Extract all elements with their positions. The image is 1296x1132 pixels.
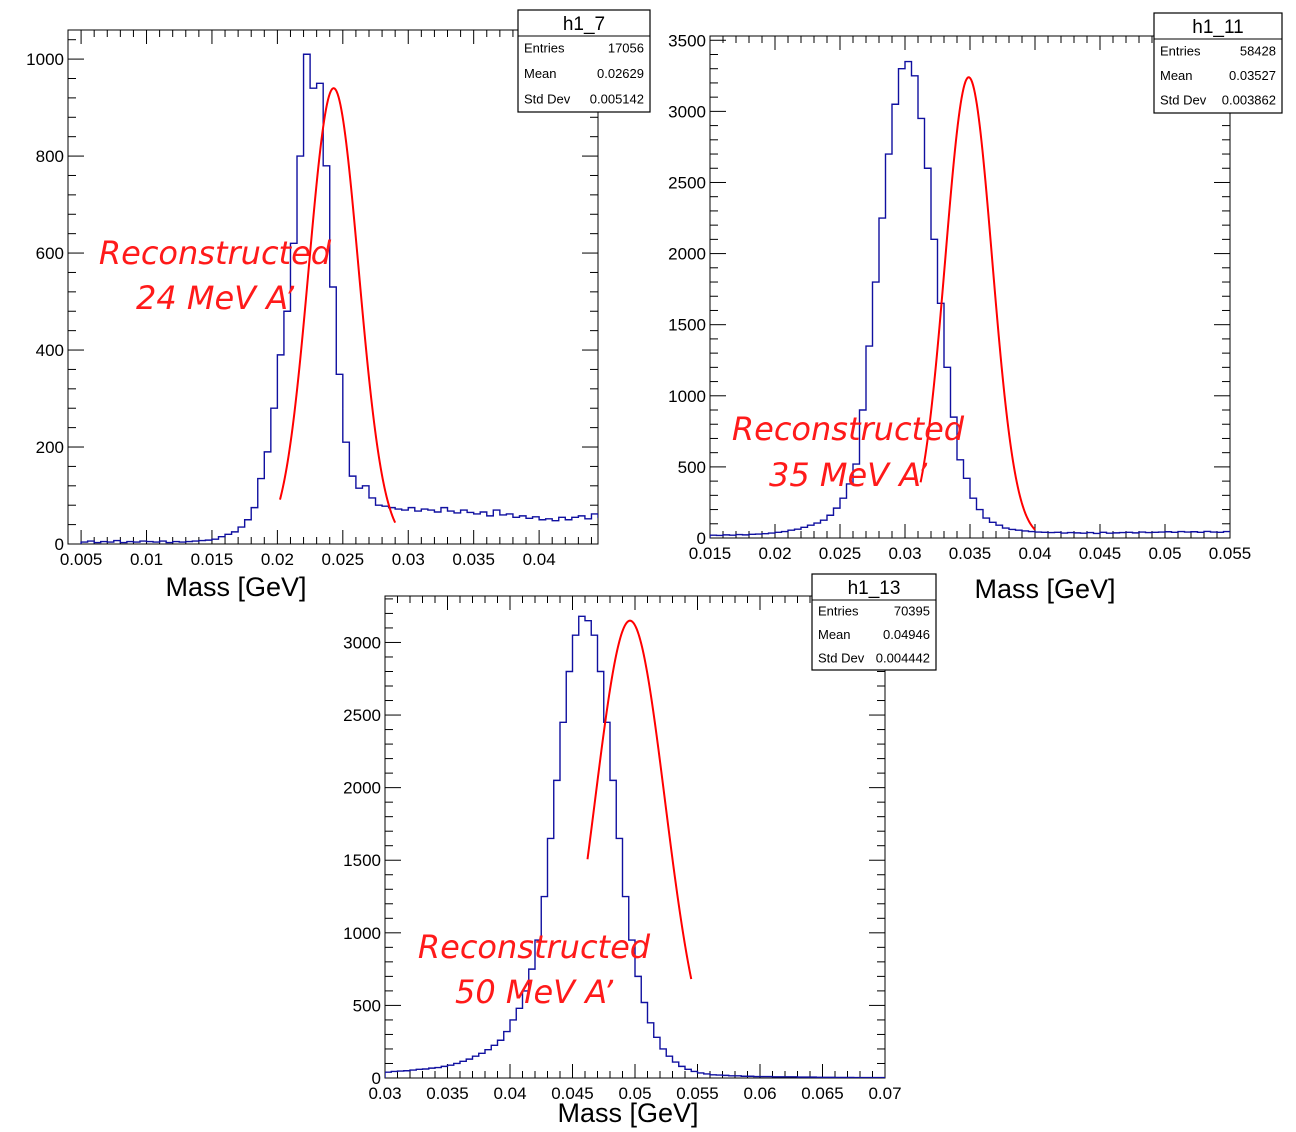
y-tick-label: 3000 xyxy=(668,102,706,121)
x-tick-label: 0.04 xyxy=(493,1084,526,1103)
x-axis-label: Mass [GeV] xyxy=(165,572,306,602)
histogram-panel-35mev: 0.015 0.02 0.025 0.03 0.035 0.04 0.045 0.05 0.05… xyxy=(668,12,1283,604)
x-tick-label: 0.06 xyxy=(743,1084,776,1103)
y-tick-label: 1000 xyxy=(668,387,706,406)
annotation-line-1: Reconstructed xyxy=(418,928,651,966)
y-tick-label: 0 xyxy=(372,1069,381,1088)
x-tick-label: 0.01 xyxy=(130,550,163,569)
x-tick-label: 0.03 xyxy=(392,550,425,569)
stats-row-label: Std Dev xyxy=(524,91,571,106)
x-tick-label: 0.025 xyxy=(322,550,365,569)
y-tick-label: 3500 xyxy=(668,31,706,50)
x-tick-label: 0.015 xyxy=(689,544,732,563)
y-tick-label: 2500 xyxy=(668,173,706,192)
stats-row-value: 58428 xyxy=(1240,43,1276,58)
x-axis-label: Mass [GeV] xyxy=(974,574,1115,604)
stats-box-title: h1_7 xyxy=(563,14,605,35)
stats-row-label: Mean xyxy=(524,66,557,81)
annotation-line-1: Reconstructed xyxy=(99,234,332,272)
annotation-line-1: Reconstructed xyxy=(732,410,965,448)
gaussian-fit-line xyxy=(586,619,693,980)
x-tick-label: 0.045 xyxy=(551,1084,594,1103)
stats-row-label: Entries xyxy=(524,41,565,56)
x-tick-label: 0.025 xyxy=(819,544,862,563)
annotation-line-2: 50 MeV A’ xyxy=(455,973,614,1011)
y-tick-label: 400 xyxy=(36,341,64,360)
stats-row-value: 0.04946 xyxy=(883,627,930,642)
x-tick-label: 0.055 xyxy=(1209,544,1252,563)
x-tick-label: 0.035 xyxy=(949,544,992,563)
plot-frame xyxy=(67,29,599,545)
stats-row-value: 0.02629 xyxy=(597,66,644,81)
x-tick-label: 0.065 xyxy=(801,1084,844,1103)
stats-row-label: Mean xyxy=(1160,68,1193,83)
x-tick-label: 0.04 xyxy=(1018,544,1051,563)
gaussian-fit-line xyxy=(279,87,397,524)
x-tick-label: 0.045 xyxy=(1079,544,1122,563)
stats-box: h1_13 Entries 70395 Mean 0.04946 Std Dev 0.004… xyxy=(811,573,937,671)
x-tick-label: 0.05 xyxy=(1148,544,1181,563)
stats-box: h1_7 Entries 17056 Mean 0.02629 Std Dev 0.0051… xyxy=(517,9,651,113)
histogram-panel-50mev: 0.03 0.035 0.04 0.045 0.05 0.055 0.06 0.065 0.07… xyxy=(343,573,937,1128)
stats-box-title: h1_11 xyxy=(1192,17,1243,38)
y-tick-label: 0 xyxy=(55,535,64,554)
histogram-series xyxy=(710,60,1230,538)
x-tick-label: 0.02 xyxy=(758,544,791,563)
stats-row-label: Entries xyxy=(1160,43,1201,58)
stats-box-frame xyxy=(811,573,937,671)
stats-row-value: 0.005142 xyxy=(590,91,644,106)
annotation-line-2: 24 MeV A’ xyxy=(136,279,295,317)
y-tick-label: 600 xyxy=(36,244,64,263)
y-tick-label: 1000 xyxy=(26,50,64,69)
x-tick-label: 0.035 xyxy=(452,550,495,569)
stats-box: h1_11 Entries 58428 Mean 0.03527 Std Dev 0.003… xyxy=(1153,12,1283,114)
y-tick-label: 500 xyxy=(353,996,381,1015)
stats-row-label: Std Dev xyxy=(818,650,865,665)
x-tick-label: 0.02 xyxy=(261,550,294,569)
y-tick-label: 200 xyxy=(36,438,64,457)
x-tick-label: 0.07 xyxy=(868,1084,901,1103)
y-tick-label: 1500 xyxy=(343,851,381,870)
stats-box-title: h1_13 xyxy=(848,578,901,599)
x-tick-label: 0.05 xyxy=(618,1084,651,1103)
stats-box-frame xyxy=(1153,12,1283,114)
gaussian-fit-line xyxy=(919,76,1036,531)
stats-row-value: 0.03527 xyxy=(1229,68,1276,83)
x-tick-label: 0.035 xyxy=(426,1084,469,1103)
stats-row-label: Entries xyxy=(818,604,859,619)
x-tick-label: 0.015 xyxy=(191,550,234,569)
histogram-series xyxy=(80,53,598,544)
y-tick-label: 2000 xyxy=(668,245,706,264)
y-tick-label: 1500 xyxy=(668,316,706,335)
y-tick-label: 0 xyxy=(697,529,706,548)
x-tick-label: 0.005 xyxy=(60,550,103,569)
x-axis-label: Mass [GeV] xyxy=(557,1098,698,1128)
stats-row-value: 17056 xyxy=(608,41,644,56)
y-tick-label: 3000 xyxy=(343,633,381,652)
y-tick-label: 500 xyxy=(678,458,706,477)
stats-box-frame xyxy=(517,9,651,113)
y-tick-label: 1000 xyxy=(343,924,381,943)
stats-row-label: Mean xyxy=(818,627,851,642)
annotation-line-2: 35 MeV A’ xyxy=(769,456,928,494)
x-tick-label: 0.055 xyxy=(676,1084,719,1103)
y-tick-label: 800 xyxy=(36,147,64,166)
y-tick-label: 2500 xyxy=(343,706,381,725)
x-tick-label: 0.03 xyxy=(368,1084,401,1103)
stats-row-value: 0.003862 xyxy=(1222,93,1276,108)
histogram-series xyxy=(385,615,885,1078)
histogram-panel-24mev: 0.005 0.01 0.015 0.02 0.025 0.03 0.035 0.04 0 200… xyxy=(26,9,651,602)
stats-row-label: Std Dev xyxy=(1160,93,1207,108)
stats-row-value: 0.004442 xyxy=(876,650,930,665)
y-tick-label: 2000 xyxy=(343,779,381,798)
x-tick-label: 0.03 xyxy=(888,544,921,563)
x-tick-label: 0.04 xyxy=(523,550,556,569)
stats-row-value: 70395 xyxy=(894,604,930,619)
